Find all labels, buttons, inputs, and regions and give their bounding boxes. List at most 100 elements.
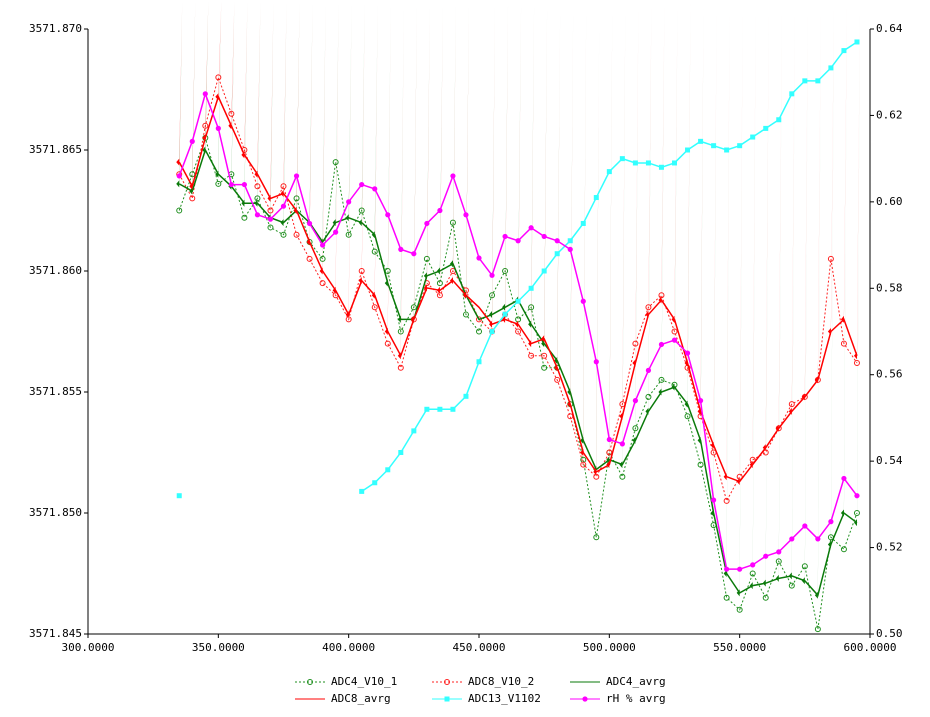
data-point	[698, 138, 704, 144]
data-point	[462, 0, 469, 299]
data-point	[619, 0, 626, 469]
data-point	[346, 199, 352, 205]
data-point	[853, 359, 860, 366]
data-point	[645, 160, 651, 166]
data-point	[176, 207, 183, 214]
data-point	[359, 181, 365, 188]
data-point	[176, 493, 182, 499]
data-point	[384, 0, 391, 287]
data-point	[697, 461, 704, 468]
data-point	[437, 207, 443, 214]
data-point	[293, 173, 300, 179]
data-point	[489, 292, 496, 299]
y-tick-label: 3571.845	[29, 627, 82, 640]
data-point	[801, 0, 808, 401]
data-point	[723, 594, 730, 601]
data-point	[476, 255, 482, 261]
data-point	[306, 220, 313, 227]
data-point	[828, 519, 834, 525]
data-point	[840, 340, 847, 347]
data-point	[436, 0, 443, 294]
data-point	[658, 376, 665, 383]
data-point	[854, 493, 860, 499]
data-point	[306, 0, 313, 246]
data-point	[724, 147, 730, 153]
data-point	[554, 376, 561, 383]
data-point	[775, 0, 782, 432]
data-point	[554, 0, 561, 372]
data-point	[853, 0, 860, 527]
data-point	[528, 352, 535, 359]
data-point	[515, 328, 522, 335]
data-point	[489, 0, 496, 328]
data-point	[489, 329, 495, 334]
data-point	[502, 0, 509, 311]
data-point	[788, 401, 795, 408]
y-tick-label: 3571.850	[29, 506, 82, 519]
data-point	[515, 238, 521, 244]
data-point	[658, 341, 665, 348]
data-point	[515, 298, 521, 304]
y-tick-label: 3571.860	[29, 264, 82, 277]
data-point	[684, 350, 691, 356]
legend-marker	[444, 679, 450, 685]
data-point	[593, 0, 600, 473]
data-point	[840, 1, 847, 517]
data-point	[776, 549, 782, 555]
data-point	[502, 233, 508, 240]
data-point	[358, 268, 365, 274]
data-point	[189, 0, 196, 195]
data-point	[371, 0, 378, 239]
data-point	[723, 0, 730, 577]
data-point	[423, 255, 430, 262]
data-point	[814, 0, 821, 384]
data-point	[815, 78, 821, 84]
legend-marker	[307, 679, 313, 685]
data-point	[763, 125, 769, 131]
data-point	[802, 523, 808, 529]
data-point	[410, 304, 417, 311]
data-point	[528, 285, 534, 291]
data-point	[202, 0, 209, 142]
data-point	[606, 436, 612, 443]
data-point	[462, 0, 469, 299]
data-point	[319, 280, 326, 287]
data-point	[541, 0, 548, 348]
data-point	[254, 183, 261, 190]
data-point	[280, 0, 287, 198]
data-point	[528, 0, 535, 328]
data-point	[711, 143, 717, 149]
data-point	[684, 0, 691, 367]
data-point	[671, 337, 678, 343]
data-point	[697, 0, 704, 444]
data-point	[280, 203, 287, 209]
data-point	[397, 0, 404, 360]
data-point	[176, 0, 183, 166]
data-point	[502, 311, 508, 317]
data-point	[711, 497, 717, 503]
data-point	[267, 224, 274, 231]
data-point	[658, 0, 665, 304]
data-point	[788, 0, 795, 415]
data-point	[215, 0, 222, 178]
data-point	[658, 164, 664, 170]
data-point	[827, 0, 834, 335]
legend-label: ADC8_V10_2	[468, 675, 534, 688]
data-point	[749, 570, 756, 577]
data-point	[424, 406, 430, 412]
data-point	[814, 0, 821, 599]
data-point	[463, 393, 469, 399]
data-point	[632, 340, 639, 347]
data-point	[749, 0, 756, 590]
data-point	[489, 272, 495, 278]
data-point	[801, 0, 808, 585]
data-point	[280, 183, 287, 190]
data-point	[750, 134, 756, 140]
data-point	[189, 171, 196, 178]
legend-label: ADC8_avrg	[331, 692, 391, 705]
data-point	[853, 0, 860, 360]
data-point	[762, 0, 769, 587]
data-point	[710, 0, 717, 449]
data-point	[476, 328, 482, 335]
